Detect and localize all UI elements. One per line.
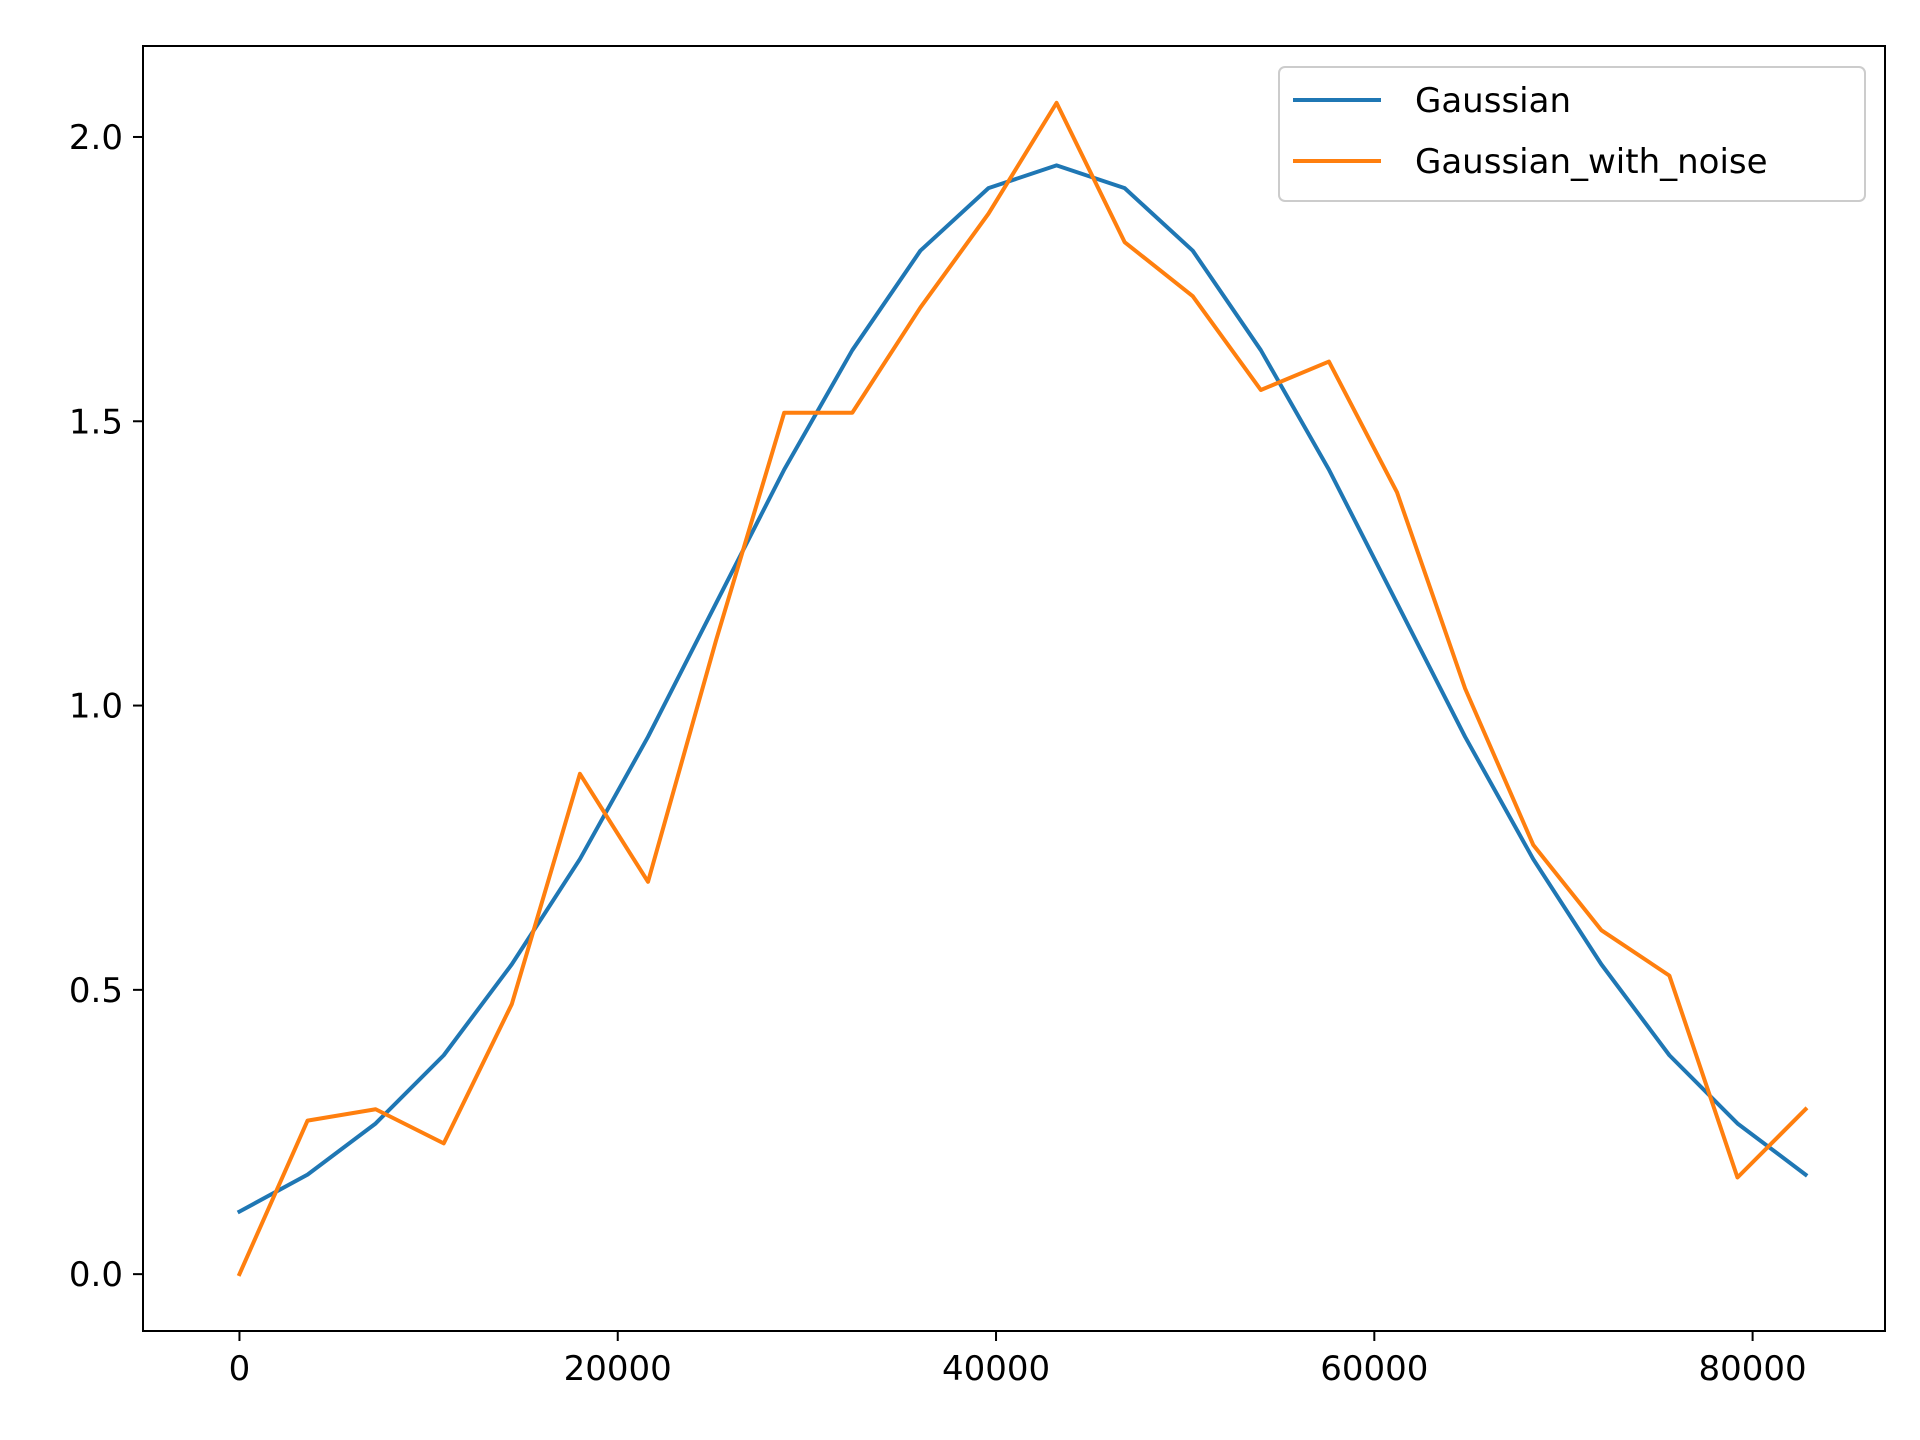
series-line-gaussian-with-noise: [236, 100, 1809, 1277]
legend-label-gaussian: Gaussian: [1415, 81, 1571, 121]
axes-border: [142, 45, 1886, 1332]
y-tick-label: 1.5: [69, 402, 123, 442]
y-tick-label: 0.0: [69, 1255, 123, 1295]
y-tick-label: 2.0: [69, 118, 123, 158]
x-tick-label: 40000: [942, 1349, 1050, 1389]
series-line-gaussian: [236, 163, 1809, 1215]
x-tick-label: 20000: [564, 1349, 672, 1389]
x-tick-label: 80000: [1699, 1349, 1807, 1389]
legend: Gaussian Gaussian_with_noise: [1278, 66, 1866, 202]
x-tick-label: 0: [229, 1349, 251, 1389]
legend-box: [1278, 66, 1866, 202]
x-tick-label: 60000: [1320, 1349, 1428, 1389]
y-tick-label: 1.0: [69, 687, 123, 727]
series-layer: [236, 100, 1809, 1277]
legend-label-gaussian-with-noise: Gaussian_with_noise: [1415, 142, 1768, 182]
y-tick-label: 0.5: [69, 971, 123, 1011]
x-axis: 0 20000 40000 60000 80000: [229, 1331, 1807, 1389]
axes-frame: [142, 45, 1886, 1332]
y-axis: 0.0 0.5 1.0 1.5 2.0: [69, 118, 143, 1295]
